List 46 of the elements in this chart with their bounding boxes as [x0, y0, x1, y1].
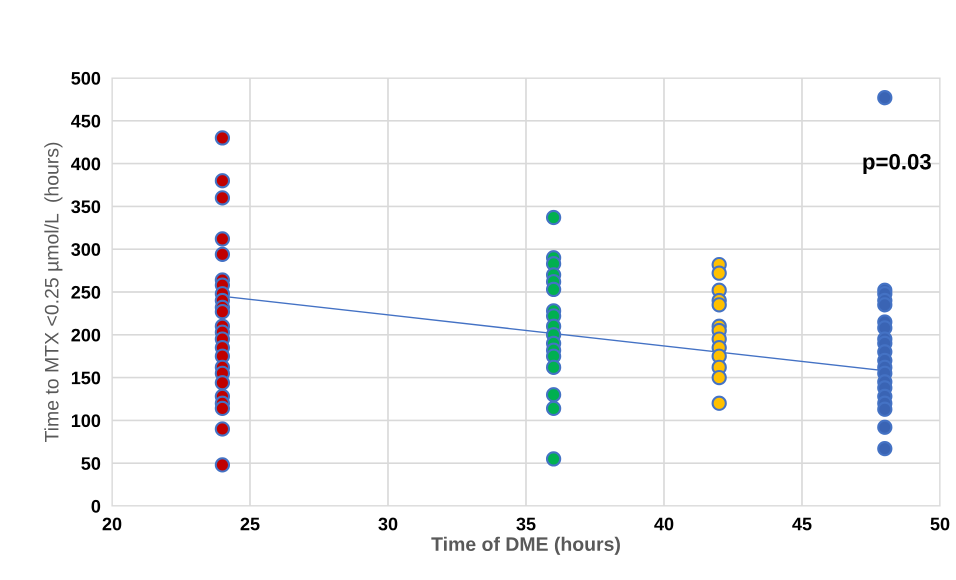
point	[214, 421, 230, 437]
x-tick-label: 35	[516, 518, 536, 530]
y-tick-label: 50	[81, 457, 100, 470]
y-tick-label: 400	[71, 158, 100, 170]
y-tick-label: 250	[71, 286, 100, 299]
point	[546, 282, 562, 298]
y-tick-label: 0	[92, 500, 100, 513]
point	[877, 297, 892, 312]
x-tick-label: 45	[792, 518, 812, 530]
y-tick-label: 150	[72, 372, 100, 384]
point	[214, 400, 230, 416]
point	[214, 173, 230, 188]
x-tick-label: 20	[102, 518, 122, 530]
x-tick-label: 25	[240, 518, 260, 530]
x-tick-label: 50	[930, 518, 950, 530]
y-tick-label: 100	[72, 414, 100, 428]
point	[877, 90, 892, 106]
point	[214, 375, 230, 390]
point	[546, 451, 562, 467]
point	[214, 190, 230, 206]
y-tick-label: 350	[71, 200, 100, 214]
point	[214, 457, 230, 473]
point	[712, 370, 727, 386]
point	[546, 400, 562, 416]
y-tick-label: 200	[71, 328, 100, 342]
point	[877, 402, 892, 417]
x-tick-label: 30	[378, 518, 398, 530]
point	[546, 360, 562, 375]
x-axis-title: Time of DME (hours)	[431, 536, 620, 555]
point	[877, 420, 892, 435]
point	[214, 304, 230, 320]
y-axis-title: Time to MTX <0.25 µmol/L (hours)	[44, 142, 62, 442]
point	[712, 266, 727, 281]
point	[877, 441, 892, 456]
y-tick-label: 450	[71, 114, 100, 128]
point	[214, 246, 230, 262]
x-tick-label: 40	[654, 518, 674, 530]
y-tick-label: 300	[71, 243, 100, 256]
y-tick-label: 500	[71, 72, 100, 85]
point	[712, 396, 727, 411]
point	[214, 130, 230, 146]
annotation: p=0.03	[863, 154, 931, 174]
point	[546, 210, 562, 226]
point	[214, 231, 230, 247]
point	[546, 387, 562, 402]
point	[712, 297, 727, 312]
